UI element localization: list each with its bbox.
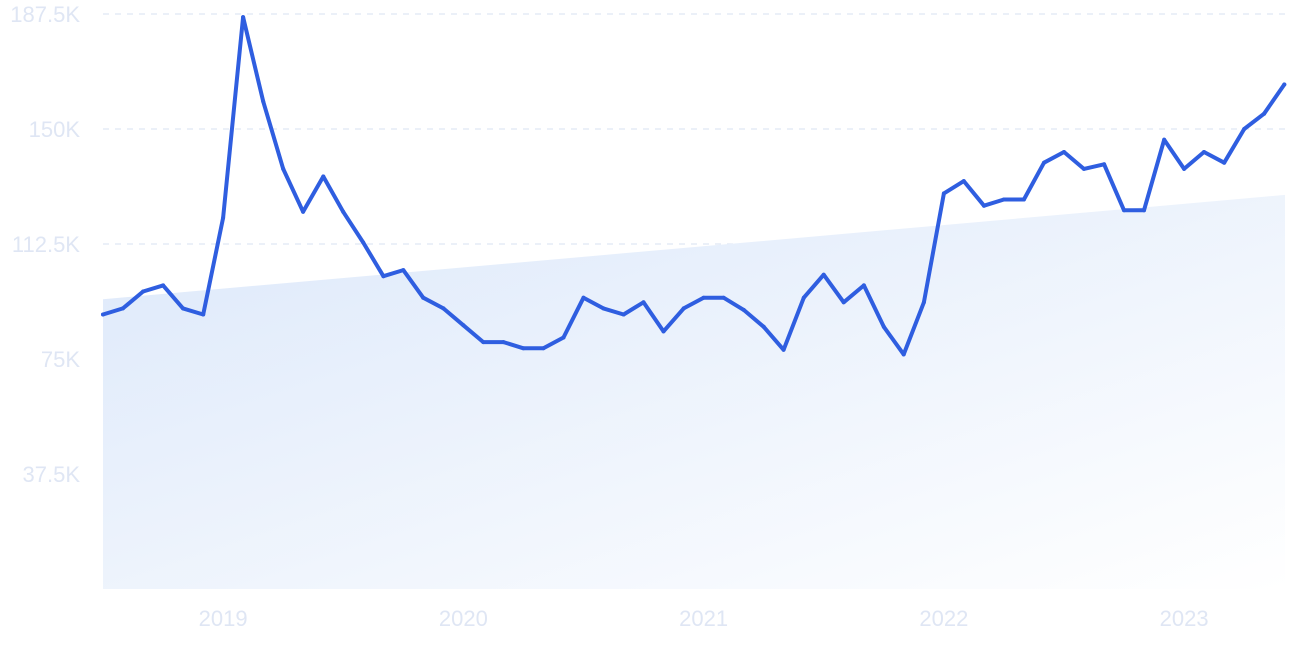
data-point [120, 306, 125, 311]
data-point [461, 323, 466, 328]
data-point [701, 295, 706, 300]
data-point [221, 215, 226, 220]
x-tick-label: 2020 [439, 606, 488, 631]
data-point [1102, 162, 1107, 167]
series-line-group [101, 15, 1287, 357]
data-points [101, 15, 1287, 357]
data-point [901, 352, 906, 357]
data-point [401, 268, 406, 273]
data-point [361, 240, 366, 245]
data-point [581, 295, 586, 300]
data-point [661, 329, 666, 334]
data-point [861, 283, 866, 288]
data-point [521, 346, 526, 351]
data-point [501, 340, 506, 345]
y-tick-label: 150K [29, 117, 81, 142]
data-point [1282, 82, 1287, 87]
data-point [781, 347, 786, 352]
data-point [1202, 150, 1206, 154]
data-point [1262, 111, 1267, 116]
data-point [1081, 166, 1086, 171]
data-point [681, 306, 686, 311]
data-point [941, 191, 946, 196]
data-point [1142, 208, 1146, 213]
data-point [641, 300, 646, 305]
data-point [801, 295, 806, 300]
data-point [561, 335, 566, 340]
x-tick-label: 2019 [199, 606, 248, 631]
data-point [841, 300, 846, 305]
data-point [281, 166, 286, 171]
trend-area-fill [103, 194, 1285, 589]
data-point [741, 307, 746, 312]
data-point [721, 295, 726, 300]
y-tick-label: 112.5K [12, 232, 80, 257]
data-point [982, 203, 986, 208]
data-point [1042, 160, 1046, 165]
data-point [1122, 208, 1126, 213]
data-point [181, 306, 185, 311]
data-point [761, 324, 766, 329]
data-point [201, 312, 206, 317]
data-point [381, 274, 386, 279]
data-point [881, 324, 886, 329]
data-point [1222, 160, 1227, 165]
data-point [601, 306, 606, 311]
data-point [481, 340, 486, 345]
trend-area [103, 194, 1285, 589]
data-point [921, 300, 926, 305]
y-tick-label: 187.5K [10, 2, 80, 27]
data-point [621, 312, 626, 317]
data-point [261, 99, 266, 104]
data-point [821, 272, 826, 277]
data-point [241, 15, 246, 20]
data-point [1182, 166, 1187, 171]
data-point [961, 179, 966, 184]
data-point [421, 295, 426, 300]
data-point [161, 283, 166, 288]
x-tick-label: 2021 [679, 606, 728, 631]
x-tick-label: 2023 [1160, 606, 1209, 631]
y-tick-label: 37.5K [23, 462, 81, 487]
y-axis-labels: 37.5K 75K 112.5K 150K 187.5K [10, 2, 80, 487]
x-tick-label: 2022 [919, 606, 968, 631]
data-point [441, 306, 446, 311]
data-point [101, 312, 105, 317]
data-point [301, 209, 306, 214]
x-axis-labels: 2019 2020 2021 2022 2023 [199, 606, 1209, 631]
y-tick-label: 75K [41, 347, 80, 372]
data-point [1242, 127, 1247, 131]
series-line [101, 15, 1287, 357]
data-point [541, 346, 546, 351]
data-point [321, 174, 326, 179]
data-point [141, 289, 146, 294]
data-point [341, 209, 346, 214]
data-point [1001, 197, 1006, 202]
data-point [1162, 137, 1167, 142]
data-point [1062, 150, 1066, 154]
data-point [1021, 197, 1026, 202]
